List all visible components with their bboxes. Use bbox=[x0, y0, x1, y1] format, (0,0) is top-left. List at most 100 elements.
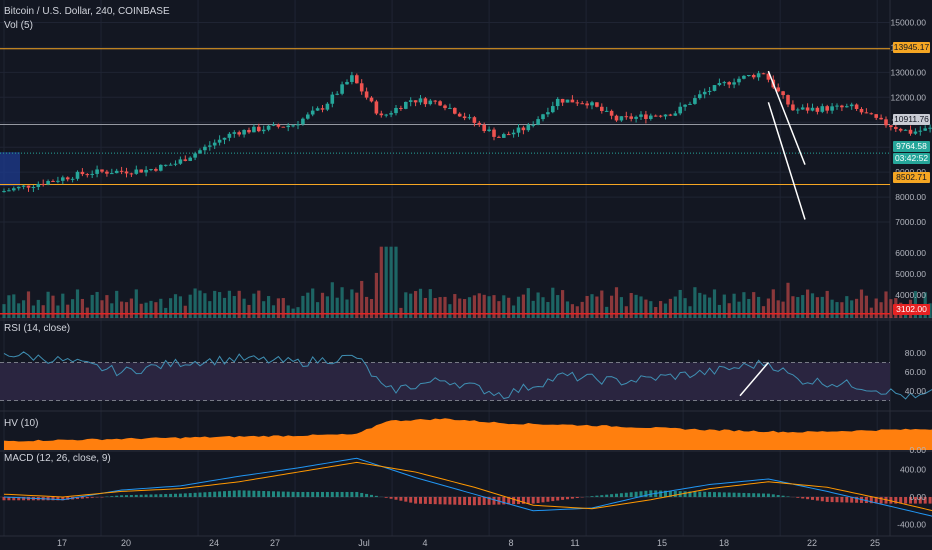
volume-axis-tick: 4000.00 bbox=[895, 290, 926, 300]
volume-bar bbox=[761, 306, 766, 318]
candle-body bbox=[2, 191, 6, 193]
candle-body bbox=[345, 81, 349, 85]
volume-bar bbox=[7, 295, 11, 318]
macd-histogram-bar bbox=[193, 492, 197, 497]
macd-histogram-bar bbox=[134, 494, 138, 497]
macd-histogram-bar bbox=[928, 496, 932, 504]
volume-bar bbox=[585, 295, 589, 318]
macd-histogram-bar bbox=[899, 496, 903, 504]
candle-body bbox=[854, 104, 859, 109]
macd-histogram-bar bbox=[717, 492, 721, 497]
candle-body bbox=[266, 125, 271, 130]
candle-body bbox=[178, 159, 183, 164]
volume-bar bbox=[66, 304, 70, 318]
candle-body bbox=[252, 126, 256, 133]
rsi-line bbox=[3, 351, 932, 400]
candle-body bbox=[487, 129, 491, 132]
hv-axis-tick: 0.00 bbox=[909, 445, 926, 455]
candle-body bbox=[281, 126, 286, 128]
macd-histogram-bar bbox=[835, 496, 839, 503]
volume-bar bbox=[463, 299, 467, 318]
volume-bar bbox=[164, 307, 168, 318]
candle-body bbox=[845, 106, 849, 108]
volume-bar bbox=[722, 294, 726, 318]
candle-body bbox=[913, 131, 918, 134]
volume-bar bbox=[26, 291, 31, 318]
candle-body bbox=[12, 188, 16, 191]
macd-histogram-bar bbox=[110, 496, 114, 497]
volume-bar bbox=[712, 289, 717, 318]
macd-histogram-bar bbox=[683, 491, 687, 497]
volume-bar bbox=[154, 302, 158, 318]
macd-histogram-bar bbox=[610, 494, 614, 497]
macd-histogram-bar bbox=[673, 491, 677, 497]
macd-histogram-bar bbox=[237, 490, 241, 497]
candle-body bbox=[212, 142, 217, 146]
candle-body bbox=[712, 85, 717, 91]
candle-body bbox=[722, 82, 727, 84]
volume-bar bbox=[668, 298, 672, 318]
volume-bar bbox=[742, 292, 746, 318]
volume-bar bbox=[830, 299, 834, 318]
volume-bar bbox=[467, 297, 472, 318]
macd-histogram-bar bbox=[394, 496, 398, 500]
time-axis-label: 25 bbox=[870, 538, 880, 548]
macd-histogram-bar bbox=[526, 496, 530, 504]
macd-histogram-bar bbox=[453, 496, 457, 505]
candle-body bbox=[105, 171, 109, 174]
candle-body bbox=[369, 97, 374, 102]
volume-bar bbox=[781, 301, 785, 318]
macd-histogram-bar bbox=[507, 496, 511, 505]
candle-body bbox=[800, 107, 805, 110]
macd-histogram-bar bbox=[536, 496, 540, 503]
volume-bar bbox=[41, 305, 45, 318]
macd-histogram-bar bbox=[61, 496, 65, 501]
candle-body bbox=[36, 183, 41, 187]
volume-bar bbox=[316, 302, 320, 318]
macd-histogram-bar bbox=[51, 496, 55, 501]
macd-histogram-bar bbox=[468, 496, 471, 506]
candle-body bbox=[340, 84, 344, 94]
macd-histogram-bar bbox=[600, 495, 604, 497]
macd-histogram-bar bbox=[218, 491, 222, 497]
volume-bar bbox=[737, 301, 741, 318]
candle-body bbox=[232, 132, 237, 134]
price-axis-tick: 13000.00 bbox=[891, 67, 927, 77]
volume-bar bbox=[247, 304, 251, 318]
macd-histogram-bar bbox=[668, 490, 672, 497]
volume-bar bbox=[766, 298, 770, 318]
volume-bar bbox=[350, 289, 354, 318]
candle-body bbox=[791, 104, 795, 111]
macd-histogram-bar bbox=[80, 496, 84, 499]
volume-bar bbox=[340, 287, 344, 318]
last-price-tag: 9764.58 bbox=[893, 141, 930, 152]
candle-body bbox=[149, 169, 153, 171]
candle-body bbox=[541, 114, 545, 120]
volume-bar bbox=[551, 287, 555, 318]
candle-body bbox=[918, 130, 923, 132]
macd-histogram-bar bbox=[472, 496, 476, 506]
time-axis-label: 20 bbox=[121, 538, 131, 548]
volume-bar bbox=[389, 246, 393, 318]
volume-bar bbox=[482, 294, 486, 318]
candle-body bbox=[874, 114, 878, 118]
macd-histogram-bar bbox=[384, 496, 388, 498]
macd-histogram-bar bbox=[144, 494, 148, 497]
volume-bar bbox=[173, 294, 178, 318]
macd-histogram-bar bbox=[227, 490, 231, 497]
macd-histogram-bar bbox=[541, 496, 545, 503]
macd-histogram-bar bbox=[776, 495, 780, 497]
volume-bar bbox=[732, 293, 736, 318]
candle-body bbox=[46, 180, 50, 185]
candle-body bbox=[222, 137, 227, 140]
candle-body bbox=[624, 116, 629, 118]
macd-histogram-bar bbox=[149, 494, 153, 497]
volume-bar bbox=[345, 299, 349, 318]
candle-body bbox=[653, 115, 658, 117]
volume-bar bbox=[659, 301, 663, 318]
time-axis-label: 24 bbox=[209, 538, 219, 548]
candle-body bbox=[428, 100, 433, 105]
macd-histogram-bar bbox=[850, 496, 854, 503]
volume-bar bbox=[404, 292, 408, 318]
